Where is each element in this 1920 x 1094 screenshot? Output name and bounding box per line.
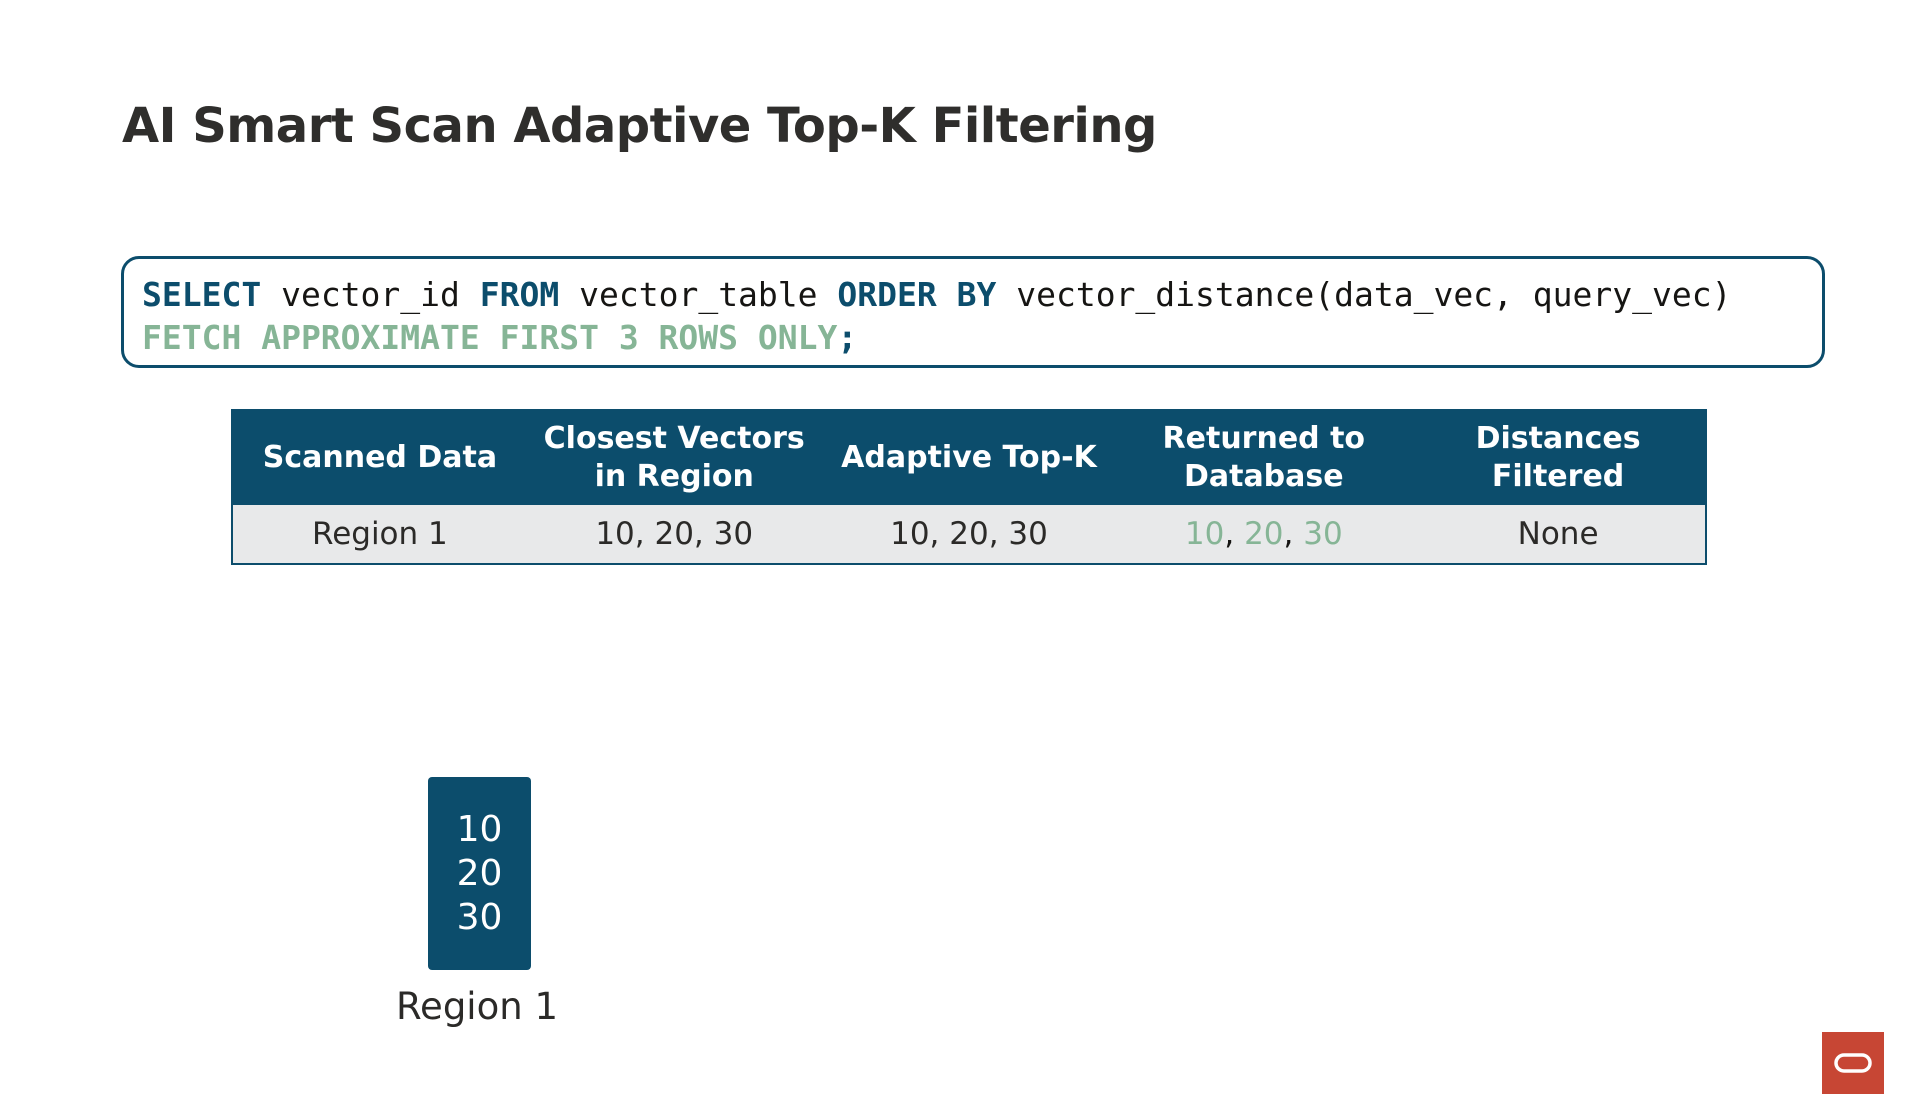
text-token: 10 <box>1184 516 1225 552</box>
text-token: , <box>1224 516 1245 552</box>
oracle-logo <box>1822 1032 1884 1094</box>
table-body: Region 1 10, 20, 30 10, 20, 30 10, 20, 30 No… <box>232 505 1706 564</box>
code-token: SELECT <box>142 275 262 314</box>
code-line: SELECT vector_id FROM vector_table ORDER… <box>142 273 1804 316</box>
column-header: Distances Filtered <box>1411 410 1706 505</box>
region-value: 10 <box>456 808 503 850</box>
region-box: 10 20 30 <box>428 777 531 970</box>
code-token: FROM <box>479 275 560 314</box>
column-header: Closest Vectors in Region <box>526 410 822 505</box>
table-header-row: Scanned Data Closest Vectors in Region Ada… <box>232 410 1706 505</box>
column-header: Scanned Data <box>232 410 527 505</box>
table-cell: None <box>1411 505 1706 564</box>
code-token: ; <box>837 318 858 357</box>
code-box: SELECT vector_id FROM vector_table ORDER… <box>121 256 1825 368</box>
column-header: Adaptive Top-K <box>821 410 1117 505</box>
table-cell: 10, 20, 30 <box>526 505 822 564</box>
table-cell: 10, 20, 30 <box>821 505 1117 564</box>
text-token: 20 <box>1244 516 1284 552</box>
code-token: vector_table <box>559 275 838 314</box>
text-token: 30 <box>1303 516 1343 552</box>
region-value: 20 <box>456 852 503 894</box>
column-header: Returned to Database <box>1116 410 1412 505</box>
table-cell: 10, 20, 30 <box>1116 505 1412 564</box>
logo-background <box>1822 1032 1884 1094</box>
text-token: , <box>1283 516 1304 552</box>
code-token: vector_distance(data_vec, query_vec) <box>996 275 1732 314</box>
slide-title: AI Smart Scan Adaptive Top-K Filtering <box>122 98 1157 154</box>
code-token: ORDER BY <box>837 275 997 314</box>
table-cell: Region 1 <box>232 505 527 564</box>
logo-mark <box>1834 1053 1872 1073</box>
region-value: 30 <box>456 896 503 938</box>
code-token: FETCH APPROXIMATE FIRST 3 ROWS ONLY <box>142 318 838 357</box>
table: Scanned Data Closest Vectors in Region Ada… <box>231 409 1707 565</box>
table-row: Region 1 10, 20, 30 10, 20, 30 10, 20, 30 No… <box>232 505 1706 564</box>
code-line: FETCH APPROXIMATE FIRST 3 ROWS ONLY; <box>142 316 1804 359</box>
code-token: vector_id <box>261 275 480 314</box>
region-label: Region 1 <box>396 985 558 1028</box>
